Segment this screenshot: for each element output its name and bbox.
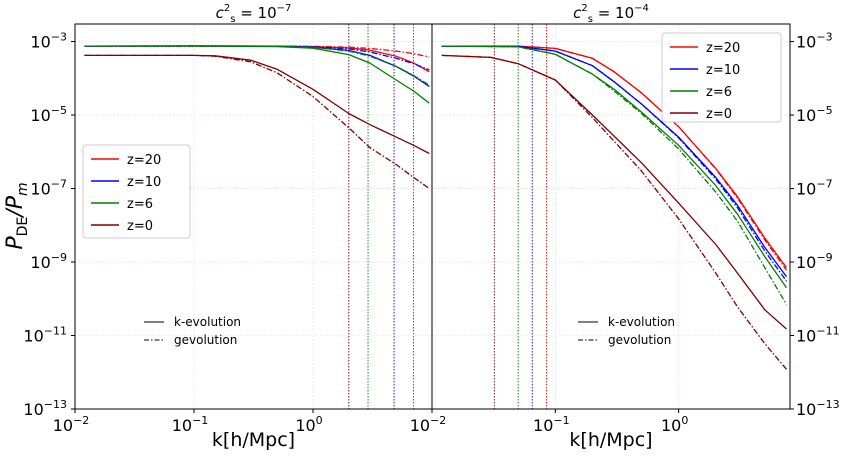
y-tick-label: 10−3 [30,31,67,52]
legend-label: gevolution [608,333,671,347]
series-z-20-gevolution [441,45,788,271]
legend-label: z=10 [127,175,161,190]
legend-redshift: z=20 z=10 z=6 z=0 [82,144,191,239]
panel-title: c2s = 10−4 [573,3,649,25]
series-z-6 [441,45,788,289]
plot-area [84,24,430,409]
legend-label: z=6 [127,197,153,212]
series-z-0 [84,54,430,155]
x-tick-label: 10−1 [172,414,209,435]
series-z-10-gevolution [441,45,788,282]
y-tick-label: 10−3 [796,31,833,52]
legend-redshift: z=20 z=10 z=6 z=0 [661,32,782,123]
x-tick-label: 100 [295,414,322,435]
y-axis-label: PDE/Pm [3,182,31,249]
series-z-0 [441,54,787,330]
series-z-6-gevolution [441,45,788,305]
legend-model: k-evolution gevolution [578,315,675,347]
legend-label: z=0 [127,219,153,234]
legend-label: gevolution [174,333,237,347]
legend-box [661,32,782,123]
panel-2: 10−1 100 10−3 10−5 10−7 10−9 10−11 10−13 c2s = 1… [431,3,840,451]
legend-model: k-evolution gevolution [144,315,241,347]
series-z-6-gevolution [84,45,430,86]
y-tick-label: 10−13 [796,398,840,419]
legend-box [82,144,191,239]
y-tick-label: 10−13 [23,398,67,419]
panel-1: 10−2 10−1 100 10−2 10−3 10−5 10−7 10−9 10−11 10−1… [23,3,446,451]
y-tick-label: 10−9 [30,251,67,272]
legend-label: z=20 [706,41,740,56]
plot-area [441,24,788,409]
series-z-0-gevolution [441,54,787,370]
legend-label: z=0 [706,107,732,122]
y-tick-label: 10−7 [796,178,833,199]
series-z-0-gevolution [84,54,430,190]
panel-title: c2s = 10−7 [216,3,292,25]
legend-label: z=10 [706,63,740,78]
y-tick-label: 10−11 [23,325,67,346]
axes-frame [431,23,791,410]
y-tick-label: 10−5 [30,104,67,125]
legend-label: k-evolution [608,315,675,329]
legend-label: z=6 [706,85,732,100]
y-tick-label: 10−11 [796,325,840,346]
x-axis-label: k[h/Mpc] [212,429,295,451]
y-tick-label: 10−9 [796,251,833,272]
series-z-6 [84,45,430,104]
x-tick-label: 10−1 [533,414,570,435]
x-axis-label: k[h/Mpc] [569,429,652,451]
legend-label: z=20 [127,153,161,168]
y-tick-label: 10−5 [796,104,833,125]
x-tick-label: 10−2 [410,414,447,435]
x-tick-label: 10−2 [53,414,90,435]
x-tick-label: 100 [661,414,688,435]
y-tick-label: 10−7 [30,178,67,199]
legend-label: k-evolution [174,315,241,329]
